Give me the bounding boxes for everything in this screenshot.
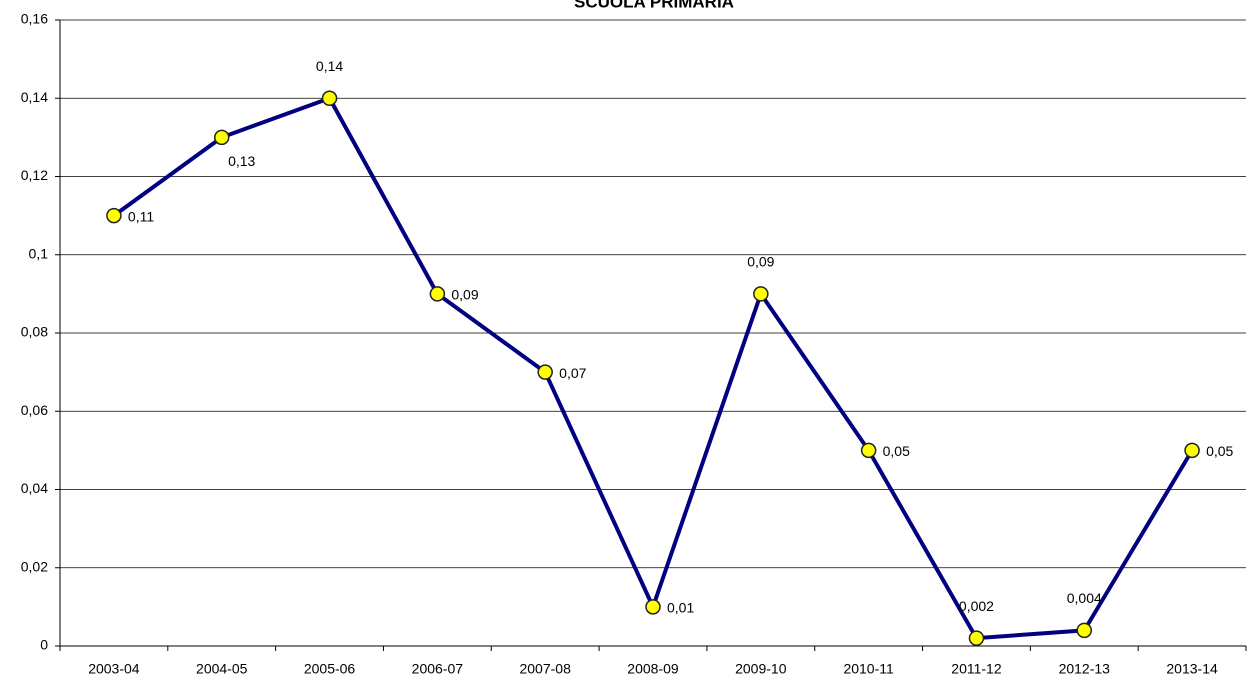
y-tick-label: 0,02 [21, 558, 48, 574]
series-line [112, 96, 1194, 641]
marker [321, 90, 338, 106]
data-label: 0,002 [959, 598, 994, 614]
y-tick-label: 0,14 [21, 89, 48, 105]
x-tick-label: 2010-11 [843, 661, 894, 677]
marker [1184, 442, 1200, 459]
data-label: 0,05 [883, 443, 910, 459]
x-tick-label: 2011-12 [951, 661, 1002, 677]
data-label: 0,05 [1206, 443, 1233, 459]
x-tick-label: 2008-09 [627, 661, 679, 677]
y-tick-label: 0,04 [21, 480, 48, 496]
data-label: 0,09 [451, 287, 478, 303]
y-tick-label: 0 [40, 637, 48, 653]
x-tick-label: 2012-13 [1059, 661, 1111, 677]
x-tick-label: 2005-06 [304, 661, 356, 677]
data-label: 0,01 [667, 600, 694, 616]
marker [213, 129, 230, 146]
data-label: 0,14 [316, 58, 343, 74]
chart-title: SCUOLA PRIMARIA [574, 0, 734, 11]
marker [106, 207, 122, 224]
marker [968, 630, 985, 646]
x-tick-label: 2007-08 [519, 661, 571, 677]
data-label: 0,07 [559, 365, 586, 381]
x-tick-label: 2006-07 [412, 661, 464, 677]
marker [429, 286, 446, 302]
x-tick-label: 2013-14 [1166, 661, 1218, 677]
data-label: 0,11 [128, 208, 154, 224]
data-label: 0,13 [228, 153, 255, 169]
x-tick-label: 2009-10 [735, 661, 787, 677]
x-tick-label: 2003-04 [88, 661, 140, 677]
x-tick-label: 2004-05 [196, 661, 248, 677]
y-tick-label: 0,08 [21, 324, 48, 340]
y-tick-label: 0,06 [21, 402, 48, 418]
marker [860, 442, 877, 459]
marker [753, 286, 769, 302]
y-tick-label: 0,12 [21, 167, 48, 183]
data-label: 0,09 [747, 254, 774, 270]
data-label: 0,004 [1067, 590, 1102, 606]
y-tick-label: 0,1 [29, 245, 49, 261]
marker [1076, 622, 1093, 639]
marker [537, 364, 553, 380]
marker [645, 599, 661, 615]
y-tick-label: 0,16 [21, 11, 48, 27]
